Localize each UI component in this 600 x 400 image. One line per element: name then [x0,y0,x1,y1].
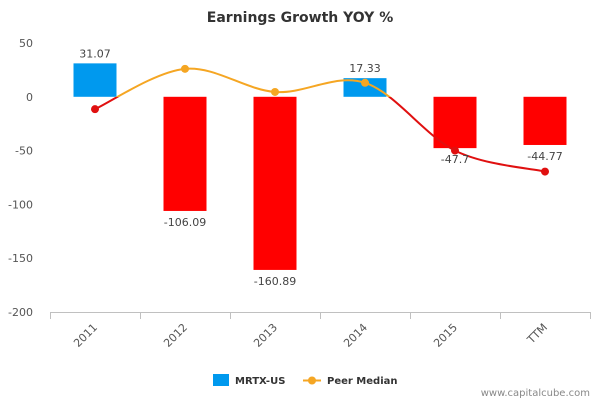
bar-data-label: -47.7 [441,153,469,166]
peer-median-point [91,105,99,114]
y-tick-label: 50 [19,37,33,50]
bar-data-label: 31.07 [79,47,111,60]
legend-label-mrtx: MRTX-US [235,376,285,387]
legend: MRTX-US Peer Median [213,374,398,387]
x-tick-label: 2013 [251,321,280,350]
x-tick-label: TTM [524,321,550,347]
x-tick-label: 2012 [161,321,190,350]
bar [343,78,387,97]
y-tick-label: -100 [8,198,33,211]
y-tick-label: 0 [26,91,33,104]
x-tick-label: 2011 [71,321,100,350]
bar [73,63,117,97]
source-credit: www.capitalcube.com [481,388,590,399]
peer-median-point [451,146,459,155]
peer-median-point [181,64,189,73]
bar-data-label: 17.33 [349,62,381,75]
y-axis: 50 0 -50 -100 -150 -200 [8,37,33,319]
peer-median-point [541,167,549,176]
y-tick-label: -50 [15,145,33,158]
x-tick-label: 2014 [341,321,370,350]
x-tick-label: 2015 [431,321,460,350]
bar-data-label: -44.77 [527,150,562,163]
bar-data-label: -160.89 [254,275,296,288]
peer-median-point [361,78,369,87]
bar [433,96,477,149]
y-tick-label: -200 [8,306,33,319]
bar [253,96,297,270]
bar [163,96,207,211]
bar-data-label: -106.09 [164,216,206,229]
y-tick-label: -150 [8,252,33,265]
x-axis: 2011 2012 2013 2014 2015 TTM [50,312,591,350]
bar-series [73,63,567,270]
line-series [91,64,549,176]
data-labels: 31.07 -106.09 -160.89 17.33 -47.7 -44.77 [79,47,562,288]
legend-swatch-peer-marker [308,376,316,385]
peer-median-line [94,67,546,173]
legend-swatch-mrtx [213,374,229,386]
peer-median-point [271,87,279,96]
chart-title: Earnings Growth YOY % [207,10,393,26]
bar [523,96,567,145]
legend-label-peer: Peer Median [327,376,398,387]
